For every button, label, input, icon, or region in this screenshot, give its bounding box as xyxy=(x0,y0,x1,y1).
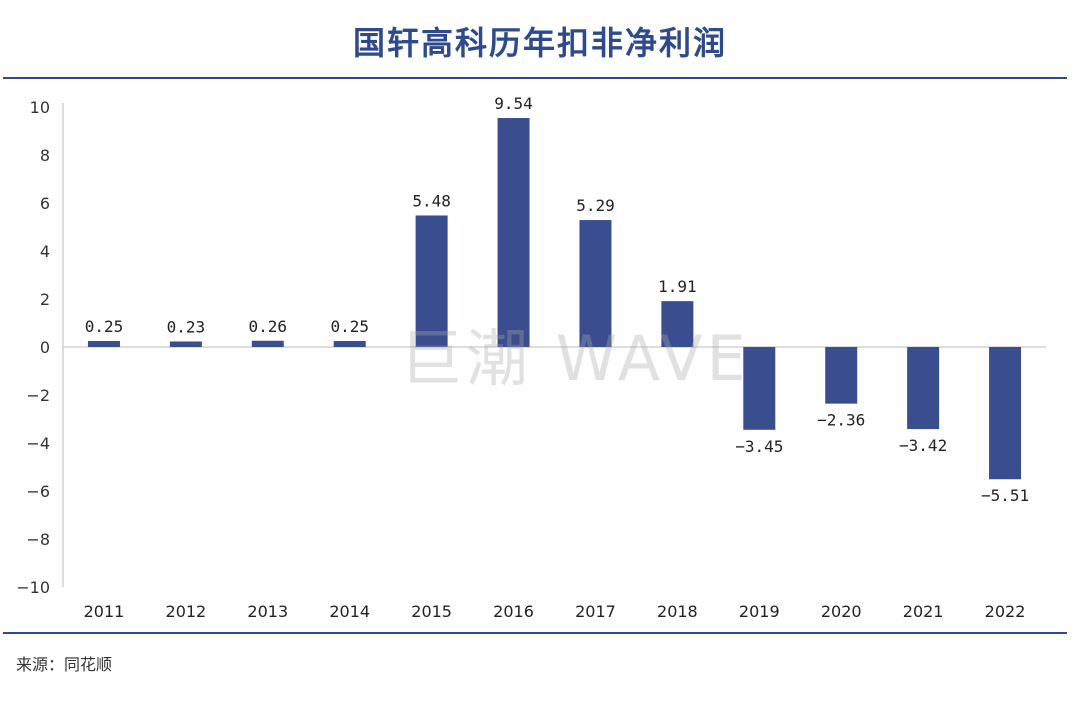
x-tick-label: 2021 xyxy=(903,602,944,621)
bar xyxy=(579,220,612,347)
y-tick-label: −10 xyxy=(16,578,50,597)
data-label: 0.25 xyxy=(85,317,124,336)
bar xyxy=(661,301,694,347)
data-label: −2.36 xyxy=(817,411,865,430)
y-tick-label: 10 xyxy=(30,98,50,117)
y-tick-label: 6 xyxy=(40,194,50,213)
x-tick-label: 2012 xyxy=(166,602,207,621)
data-label: 0.26 xyxy=(249,317,288,336)
data-label: −3.42 xyxy=(899,436,947,455)
data-label: −3.45 xyxy=(735,437,783,456)
bar xyxy=(989,347,1022,480)
data-label: 0.23 xyxy=(167,317,206,336)
x-tick-label: 2019 xyxy=(739,602,780,621)
y-tick-label: −2 xyxy=(26,386,50,405)
y-tick-label: 4 xyxy=(40,242,50,261)
x-tick-label: 2013 xyxy=(247,602,288,621)
data-label: 0.25 xyxy=(330,317,369,336)
y-tick-label: 2 xyxy=(40,290,50,309)
bar xyxy=(87,341,120,347)
data-label: −5.51 xyxy=(981,486,1029,505)
bar xyxy=(251,340,284,347)
source-note: 来源：同花顺 xyxy=(16,655,113,674)
chart-title: 国轩高科历年扣非净利润 xyxy=(352,24,727,62)
bar xyxy=(169,341,202,347)
x-tick-label: 2015 xyxy=(411,602,452,621)
y-tick-label: 0 xyxy=(40,338,50,357)
bar xyxy=(825,347,858,404)
bar xyxy=(415,215,448,347)
footer-divider xyxy=(3,632,1067,634)
data-label: 1.91 xyxy=(658,277,697,296)
y-tick-label: −6 xyxy=(26,482,50,501)
x-tick-label: 2011 xyxy=(84,602,125,621)
x-tick-label: 2022 xyxy=(985,602,1026,621)
data-label: 9.54 xyxy=(494,94,533,113)
data-label: 5.48 xyxy=(412,191,451,210)
watermark: 巨潮 WAVE xyxy=(400,322,750,395)
y-tick-label: −4 xyxy=(26,434,50,453)
x-tick-label: 2014 xyxy=(329,602,370,621)
x-tick-label: 2017 xyxy=(575,602,616,621)
bar xyxy=(743,347,776,430)
bar xyxy=(333,341,366,347)
x-tick-label: 2018 xyxy=(657,602,698,621)
bar xyxy=(497,118,530,347)
x-tick-label: 2016 xyxy=(493,602,534,621)
title-divider xyxy=(3,77,1067,79)
x-tick-label: 2020 xyxy=(821,602,862,621)
bar xyxy=(907,347,940,430)
y-tick-label: −8 xyxy=(26,530,50,549)
data-label: 5.29 xyxy=(576,196,615,215)
y-tick-label: 8 xyxy=(40,146,50,165)
